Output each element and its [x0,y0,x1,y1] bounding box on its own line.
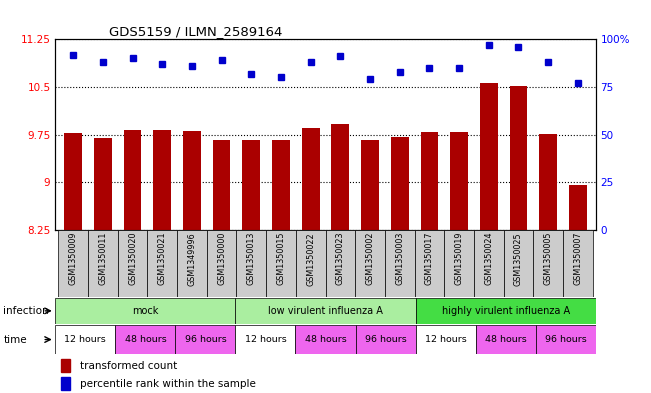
Bar [236,230,266,297]
Text: low virulent influenza A: low virulent influenza A [268,306,383,316]
Bar [296,325,355,354]
Bar [183,131,201,230]
Text: GSM1350024: GSM1350024 [484,232,493,285]
Text: GSM1350009: GSM1350009 [68,232,77,285]
Text: transformed count: transformed count [79,361,177,371]
Text: 96 hours: 96 hours [184,335,227,344]
Text: GSM1350000: GSM1350000 [217,232,226,285]
Bar [504,230,533,297]
Text: 48 hours: 48 hours [124,335,166,344]
Text: GSM1350002: GSM1350002 [365,232,374,285]
Text: infection: infection [3,306,49,316]
Bar [536,325,596,354]
Bar [175,325,236,354]
Text: GSM1349996: GSM1349996 [187,232,197,286]
Bar [391,136,409,230]
Bar [115,325,175,354]
Text: 12 hours: 12 hours [64,335,106,344]
Bar [124,130,141,230]
Text: GSM1350011: GSM1350011 [98,232,107,285]
Text: 12 hours: 12 hours [424,335,467,344]
Bar [153,130,171,230]
Text: mock: mock [132,306,159,316]
Text: time: time [3,334,27,345]
Bar [61,359,70,373]
Text: percentile rank within the sample: percentile rank within the sample [79,379,256,389]
Bar [331,124,349,230]
Bar [55,325,115,354]
Text: GSM1350019: GSM1350019 [454,232,464,285]
Bar [415,325,476,354]
Bar [421,132,438,230]
Bar [480,83,498,230]
Text: GSM1350020: GSM1350020 [128,232,137,285]
Text: 96 hours: 96 hours [365,335,406,344]
Bar [533,230,563,297]
Bar [510,86,527,230]
Text: GSM1350023: GSM1350023 [336,232,345,285]
Bar [59,230,88,297]
Text: GSM1350003: GSM1350003 [395,232,404,285]
Text: GSM1350025: GSM1350025 [514,232,523,286]
Bar [207,230,236,297]
Text: GSM1350022: GSM1350022 [306,232,315,286]
Bar [242,140,260,230]
Bar [272,140,290,230]
Bar [88,230,118,297]
Bar [474,230,504,297]
Text: 48 hours: 48 hours [485,335,527,344]
Text: GSM1350005: GSM1350005 [544,232,553,285]
Bar [539,134,557,230]
Bar [118,230,147,297]
Text: 96 hours: 96 hours [545,335,587,344]
Bar [450,132,468,230]
Text: GSM1350007: GSM1350007 [574,232,583,285]
Text: 12 hours: 12 hours [245,335,286,344]
Bar [213,140,230,230]
Text: GSM1350013: GSM1350013 [247,232,256,285]
Bar [296,230,326,297]
Bar [61,377,70,390]
Bar [476,325,536,354]
Bar [266,230,296,297]
Bar [361,140,379,230]
Text: GSM1350017: GSM1350017 [425,232,434,285]
Bar [55,298,236,324]
Bar [385,230,415,297]
Bar [236,298,415,324]
Text: GSM1350015: GSM1350015 [277,232,286,285]
Bar [415,230,444,297]
Text: GSM1350021: GSM1350021 [158,232,167,285]
Bar [355,230,385,297]
Bar [563,230,592,297]
Bar [415,298,596,324]
Bar [236,325,296,354]
Bar [64,133,82,230]
Bar [147,230,177,297]
Bar [94,138,112,230]
Text: 48 hours: 48 hours [305,335,346,344]
Text: GDS5159 / ILMN_2589164: GDS5159 / ILMN_2589164 [109,25,283,38]
Bar [569,185,587,230]
Bar [302,128,320,230]
Bar [177,230,207,297]
Bar [326,230,355,297]
Text: highly virulent influenza A: highly virulent influenza A [441,306,570,316]
Bar [355,325,415,354]
Bar [444,230,474,297]
